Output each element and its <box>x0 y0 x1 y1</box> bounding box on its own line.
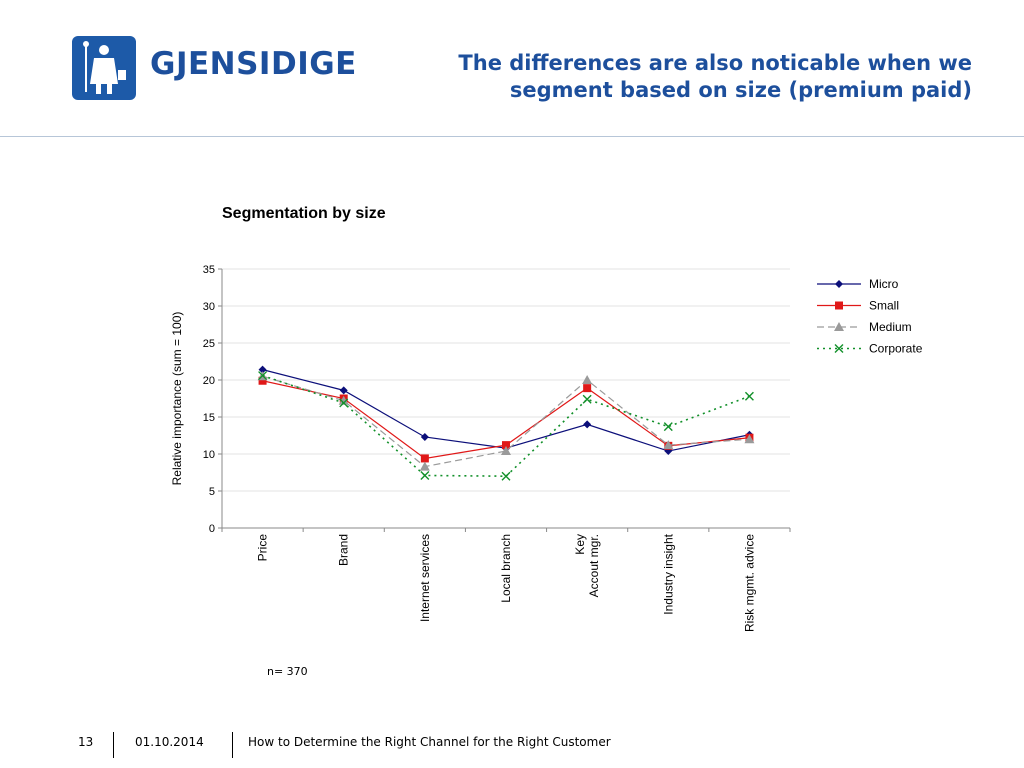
sample-size-note: n= 370 <box>267 665 308 678</box>
legend-marker-corporate <box>834 344 844 353</box>
brand-name: GJENSIDIGE <box>150 46 357 82</box>
data-point-medium <box>663 440 674 450</box>
gjensidige-logo-icon <box>72 36 136 100</box>
x-tick-label: Risk mgmt. advice <box>742 534 756 632</box>
x-tick-label: Price <box>256 534 270 562</box>
legend-marker-micro <box>835 280 843 288</box>
footer-text: How to Determine the Right Channel for t… <box>248 735 611 749</box>
x-tick-label: KeyAccout mgr. <box>573 534 601 597</box>
slide-title-line-1: The differences are also noticable when … <box>458 51 972 75</box>
data-point-corporate <box>339 398 349 408</box>
header-divider <box>0 136 1024 137</box>
slide-title: The differences are also noticable when … <box>412 50 972 104</box>
data-point-medium <box>744 434 755 444</box>
line-chart: 0 5 10 15 20 25 30 35 Relative importance (sum =… <box>170 264 923 632</box>
footer-separator <box>113 732 114 758</box>
data-point-medium <box>582 375 593 384</box>
data-point-small <box>258 376 267 385</box>
slide-title-line-2: segment based on size (premium paid) <box>509 78 972 102</box>
series-line-micro <box>262 369 750 452</box>
data-point-corporate <box>420 470 430 480</box>
data-point-small <box>583 384 592 393</box>
data-point-micro <box>583 420 592 429</box>
y-tick-label: 25 <box>203 338 215 350</box>
y-tick-label: 5 <box>209 486 215 498</box>
y-tick-label: 0 <box>209 523 215 535</box>
data-point-small <box>502 441 510 450</box>
data-point-medium <box>419 461 430 471</box>
slide-footer: 13 01.10.2014 How to Determine the Right… <box>0 728 1024 758</box>
y-tick-label: 35 <box>203 264 215 276</box>
legend-marker-small <box>835 301 843 310</box>
chart-title: Segmentation by size <box>222 205 386 222</box>
y-tick-label: 10 <box>203 449 215 461</box>
data-point-micro <box>339 386 348 395</box>
x-tick-label: Local branch <box>499 534 513 603</box>
y-axis-label: Relative importance (sum = 100) <box>170 312 184 486</box>
data-point-corporate <box>744 391 754 401</box>
slide-header: GJENSIDIGE The differences are also noti… <box>0 0 1024 136</box>
data-point-micro <box>258 365 267 374</box>
data-point-corporate <box>582 394 592 404</box>
data-point-corporate <box>258 371 268 381</box>
data-point-micro <box>420 432 429 441</box>
series-line-corporate <box>262 374 750 478</box>
legend-label-micro: Micro <box>869 277 899 291</box>
y-tick-label: 20 <box>203 375 215 387</box>
footer-separator <box>232 732 233 758</box>
page-number: 13 <box>78 735 94 749</box>
data-point-medium <box>338 395 349 405</box>
legend-label-corporate: Corporate <box>869 342 923 356</box>
x-tick-label: Brand <box>337 534 351 566</box>
legend-marker-medium <box>834 322 844 331</box>
data-point-medium <box>501 446 511 456</box>
x-tick-label: Internet services <box>418 534 432 622</box>
data-point-corporate <box>663 422 673 432</box>
data-point-small <box>420 454 429 463</box>
x-tick-label: Industry insight <box>661 533 675 614</box>
legend-label-small: Small <box>869 299 899 313</box>
footer-date: 01.10.2014 <box>135 735 204 749</box>
y-tick-label: 15 <box>203 412 215 424</box>
y-tick-label: 30 <box>203 301 215 313</box>
legend-label-medium: Medium <box>869 320 912 334</box>
data-point-corporate <box>501 471 511 481</box>
